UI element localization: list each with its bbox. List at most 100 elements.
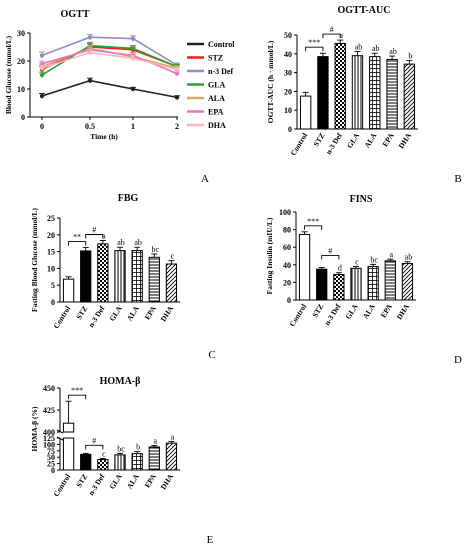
y-axis-label: Fasting Insulin (mIU/L) xyxy=(265,217,274,294)
chart-title: FBG xyxy=(118,193,139,204)
x-category-label: STZ xyxy=(74,472,89,489)
x-category-label: DHA xyxy=(395,302,412,321)
significance-label: # xyxy=(92,226,96,235)
y-tick-label: 60 xyxy=(283,243,291,252)
data-point xyxy=(39,53,45,58)
x-category-label: n-3 Def xyxy=(86,472,106,497)
data-point xyxy=(130,86,136,92)
legend-label: EPA xyxy=(208,108,224,117)
panel-letter: D xyxy=(454,354,462,366)
x-tick-label: 0.5 xyxy=(85,122,95,131)
significance-label: *** xyxy=(308,38,320,47)
chart-title: OGTT-AUC xyxy=(338,5,391,16)
y-tick-label: 100 xyxy=(279,208,291,217)
x-category-label: GLA xyxy=(107,472,124,491)
legend-label: ALA xyxy=(208,94,225,103)
chart-title: FINS xyxy=(350,194,373,205)
significance-letter: c xyxy=(171,252,175,261)
y-tick-label: 5 xyxy=(51,281,55,290)
series-control xyxy=(39,77,180,100)
bar xyxy=(367,266,379,301)
y-axis-label: OGTT-AUC (h · mmol/L) xyxy=(266,40,275,123)
x-category-label: ALA xyxy=(362,131,378,150)
y-tick-label: 10 xyxy=(17,85,25,94)
bar xyxy=(62,437,75,471)
x-tick-label: 2 xyxy=(175,122,179,131)
bar xyxy=(97,459,109,471)
y-tick-label: 0 xyxy=(21,113,25,122)
x-category-label: EPA xyxy=(143,472,159,490)
x-category-label: ALA xyxy=(125,304,141,323)
bar xyxy=(334,42,346,130)
significance-label: # xyxy=(330,25,334,34)
significance-bracket xyxy=(85,444,104,450)
x-category-label: EPA xyxy=(143,304,159,322)
bar xyxy=(114,250,126,303)
legend-label: Control xyxy=(208,40,235,49)
y-tick-label: 0 xyxy=(288,125,292,134)
bar xyxy=(165,263,178,303)
y-tick-label: 80 xyxy=(283,226,291,235)
chart-title: HOMA-β xyxy=(100,376,141,387)
significance-bracket xyxy=(322,33,341,39)
x-axis-label: Time (h) xyxy=(90,132,118,141)
x-category-label: GLA xyxy=(345,131,362,150)
y-tick-label: 0 xyxy=(51,466,55,475)
panel-letter: B xyxy=(454,173,461,185)
panel-letter: C xyxy=(208,349,215,361)
legend-label: n-3 Def xyxy=(208,67,233,76)
bar xyxy=(148,256,160,303)
significance-label: # xyxy=(328,246,332,255)
significance-letter: b xyxy=(408,51,412,60)
x-tick-label: 1 xyxy=(131,122,135,131)
y-tick-label: 425 xyxy=(43,406,55,415)
y-tick-label: 50 xyxy=(284,31,292,40)
data-point xyxy=(87,78,93,83)
series-line xyxy=(41,36,178,66)
y-tick-label: 10 xyxy=(47,264,55,273)
x-category-label: DHA xyxy=(159,472,176,491)
data-point xyxy=(130,46,136,51)
panel-c-bar-chart: FBG 0 5 10 15 20 25 Fasting Blood Glucose (mmol… xyxy=(30,193,216,361)
significance-letter: ab xyxy=(355,43,363,52)
series-line xyxy=(41,79,178,99)
y-tick-label: 50 xyxy=(47,453,55,462)
x-category-label: Control xyxy=(289,131,310,157)
data-point xyxy=(174,71,180,76)
x-category-label: n-3 Def xyxy=(86,304,106,329)
x-tick-label: 0 xyxy=(40,122,44,131)
x-category-label: n-3 Def xyxy=(322,302,342,327)
significance-bracket xyxy=(68,241,87,246)
bar xyxy=(384,260,396,301)
significance-letter: c xyxy=(355,258,359,267)
panel-b-bar-chart: OGTT-AUC 0 10 20 30 40 50 OGTT-AUC (h · mmol/L)… xyxy=(266,5,462,185)
x-category-label: GLA xyxy=(107,304,124,323)
x-category-label: DHA xyxy=(159,304,176,323)
x-category-label: EPA xyxy=(379,302,395,320)
x-category-label: EPA xyxy=(380,131,396,149)
bar xyxy=(333,273,345,301)
y-tick-label: 400 xyxy=(43,428,55,437)
data-point xyxy=(39,72,45,78)
bar xyxy=(298,233,311,301)
bar xyxy=(369,56,381,130)
bar xyxy=(386,58,398,130)
bar xyxy=(62,278,75,303)
significance-letter: a xyxy=(339,31,343,40)
y-tick-label: 40 xyxy=(283,261,291,270)
series-line xyxy=(41,51,178,71)
data-point xyxy=(130,56,136,61)
significance-letter: bc xyxy=(152,245,160,254)
panel-d-bar-chart: FINS 0 20 40 60 80 100 Fasting Insulin (mIU/L) C… xyxy=(265,194,462,366)
significance-letter: a xyxy=(390,250,394,259)
significance-letter: ab xyxy=(405,253,413,262)
panel-a-ogtt-line-chart: OGTT 0 10 20 30 0 0.5 1 2 Time (h) Blood Glucose (… xyxy=(4,9,235,185)
bar xyxy=(97,243,109,303)
significance-letter: a xyxy=(102,232,106,241)
y-tick-label: 100 xyxy=(43,440,55,449)
x-category-label: Control xyxy=(287,302,308,328)
bar xyxy=(114,454,126,471)
significance-letter: d xyxy=(338,264,342,273)
x-category-label: ALA xyxy=(125,472,141,491)
